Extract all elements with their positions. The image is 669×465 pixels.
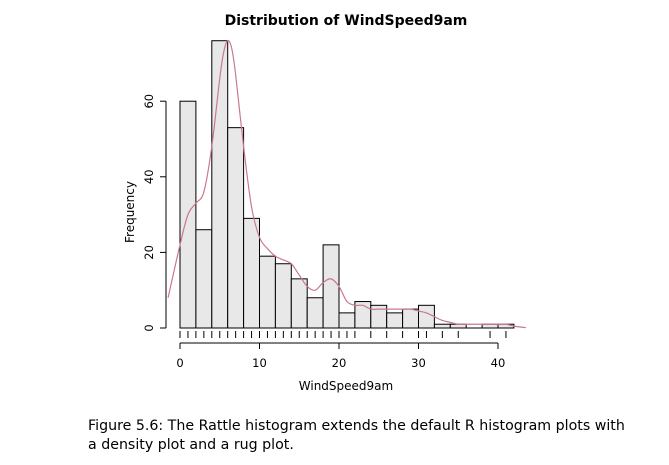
histogram-bar-6 xyxy=(274,263,292,329)
density-curve xyxy=(167,40,526,329)
x-tick-label-0: 0 xyxy=(176,356,183,370)
x-tick-label-4: 40 xyxy=(491,356,506,370)
histogram-bar-2 xyxy=(211,40,229,329)
x-tick-label-3: 30 xyxy=(411,356,426,370)
histogram-bar-15 xyxy=(418,304,435,329)
histogram-bar-8 xyxy=(306,297,324,329)
y-tick-label-2: 40 xyxy=(142,169,156,184)
histogram-bar-5 xyxy=(259,255,276,329)
y-tick-label-1: 20 xyxy=(142,245,156,260)
histogram-bar-7 xyxy=(290,278,308,329)
histogram-bar-14 xyxy=(402,308,420,329)
histogram-bar-13 xyxy=(386,312,404,329)
histogram-bar-4 xyxy=(243,217,261,329)
histogram-bars xyxy=(179,40,515,329)
x-axis-label: WindSpeed9am xyxy=(299,379,393,393)
histogram-bar-3 xyxy=(227,127,245,329)
histogram-bar-1 xyxy=(195,229,213,329)
histogram-bar-10 xyxy=(338,312,356,329)
histogram-figure: Distribution of WindSpeed9am 0 10 20 30 40 0… xyxy=(123,13,526,393)
y-tick-label-0: 0 xyxy=(142,324,156,331)
histogram-bar-16 xyxy=(433,323,451,329)
rug-plot xyxy=(179,331,507,338)
chart-title: Distribution of WindSpeed9am xyxy=(225,13,468,29)
y-tick-label-3: 60 xyxy=(142,94,156,109)
histogram-bar-9 xyxy=(322,244,340,329)
y-axis-label: Frequency xyxy=(123,181,137,243)
y-axis: 0 20 40 60 xyxy=(142,94,167,332)
x-axis: 0 10 20 30 40 xyxy=(176,342,506,370)
x-tick-label-2: 20 xyxy=(332,356,347,370)
figure-caption: Figure 5.6: The Rattle histogram extends… xyxy=(88,418,625,453)
x-tick-label-1: 10 xyxy=(252,356,267,370)
